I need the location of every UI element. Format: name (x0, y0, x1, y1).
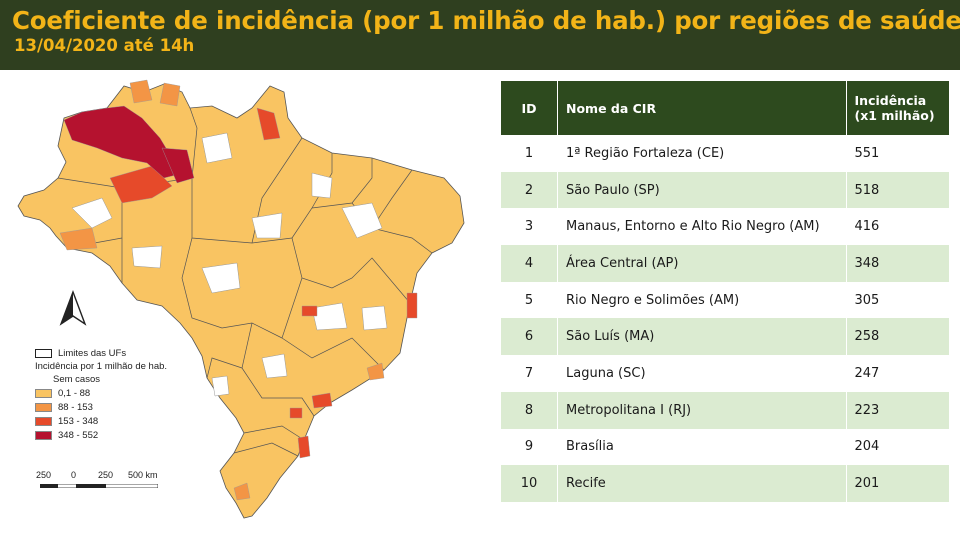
no-case-regions (71, 132, 388, 397)
brazil-map (17, 79, 465, 519)
legend-item-2: 88 - 153 (35, 400, 167, 414)
mid-incidence-regions (59, 79, 385, 501)
cell-name: Rio Negro e Solimões (AM) (557, 281, 847, 319)
cell-value: 223 (846, 391, 949, 429)
col-header-incidence-line2: (x1 milhão) (854, 108, 935, 123)
legend-item-label: 88 - 153 (58, 401, 93, 413)
scale-label: 500 km (128, 470, 158, 480)
page-title: Coeficiente de incidência (por 1 milhão … (12, 6, 960, 35)
col-header-name: Nome da CIR (557, 81, 847, 135)
legend-swatch (35, 402, 52, 412)
col-header-incidence: Incidência (x1 milhão) (846, 81, 949, 135)
legend-item-label: 0,1 - 88 (58, 387, 91, 399)
north-arrow-icon (59, 290, 87, 326)
cell-name: Manaus, Entorno e Alto Rio Negro (AM) (557, 208, 847, 246)
cell-value: 518 (846, 171, 949, 209)
boundary-swatch (35, 348, 52, 358)
table-row: 3 Manaus, Entorno e Alto Rio Negro (AM) … (501, 208, 949, 246)
cell-value: 201 (846, 465, 949, 502)
scale-label: 250 (98, 470, 114, 480)
legend-title: Incidência por 1 milhão de hab. (35, 361, 168, 372)
cell-id: 4 (501, 245, 558, 282)
cell-id: 10 (501, 465, 558, 502)
scale-label: 250 (36, 470, 52, 480)
cell-id: 9 (501, 428, 558, 466)
legend-item-4: 348 - 552 (35, 428, 167, 442)
legend-swatch (35, 430, 52, 440)
cell-name: Laguna (SC) (557, 355, 847, 392)
table-row: 5 Rio Negro e Solimões (AM) 305 (501, 281, 949, 319)
table-row: 2 São Paulo (SP) 518 (501, 171, 949, 209)
cir-table: ID Nome da CIR Incidência (x1 milhão) 1 … (501, 81, 949, 502)
cell-name: Área Central (AP) (557, 245, 847, 282)
cell-value: 551 (846, 135, 949, 172)
col-header-id: ID (501, 81, 558, 135)
cell-name: 1ª Região Fortaleza (CE) (557, 135, 847, 172)
legend-item-label: 348 - 552 (58, 429, 99, 441)
cell-value: 305 (846, 281, 949, 319)
table-row: 4 Área Central (AP) 348 (501, 245, 949, 282)
legend-item-label: 153 - 348 (58, 415, 99, 427)
highest-incidence-regions (63, 105, 195, 184)
cell-name: Brasília (557, 428, 847, 466)
legend-boundary-label: Limites das UFs (58, 347, 127, 359)
table-row: 10 Recife 201 (501, 465, 949, 502)
cell-id: 1 (501, 135, 558, 172)
header-bar: Coeficiente de incidência (por 1 milhão … (0, 0, 960, 70)
cell-id: 6 (501, 318, 558, 356)
cell-value: 258 (846, 318, 949, 356)
state-boundaries (57, 107, 433, 457)
table-header-row: ID Nome da CIR Incidência (x1 milhão) (501, 81, 949, 135)
table-row: 9 Brasília 204 (501, 428, 949, 466)
map-legend: Limites das UFs Incidência por 1 milhão … (35, 346, 167, 442)
table-row: 7 Laguna (SC) 247 (501, 355, 949, 392)
legend-swatch (35, 388, 52, 398)
cell-name: Metropolitana I (RJ) (557, 391, 847, 429)
cell-id: 2 (501, 171, 558, 209)
cell-value: 247 (846, 355, 949, 392)
cell-id: 5 (501, 281, 558, 319)
scale-label: 0 (71, 470, 77, 480)
legend-item-3: 153 - 348 (35, 414, 167, 428)
cell-value: 204 (846, 428, 949, 466)
cell-id: 7 (501, 355, 558, 392)
legend-boundary: Limites das UFs (35, 346, 167, 360)
cell-name: São Paulo (SP) (557, 171, 847, 209)
cell-name: São Luís (MA) (557, 318, 847, 356)
high-incidence-regions (109, 107, 418, 459)
cell-value: 416 (846, 208, 949, 246)
page-subtitle: 13/04/2020 até 14h (14, 36, 195, 55)
legend-swatch (35, 416, 52, 426)
col-header-incidence-line1: Incidência (854, 93, 927, 108)
cell-name: Recife (557, 465, 847, 502)
legend-item-no-cases: Sem casos (53, 374, 100, 385)
scale-bar-graphic (40, 484, 158, 488)
cell-id: 3 (501, 208, 558, 246)
legend-item-1: 0,1 - 88 (35, 386, 167, 400)
cell-id: 8 (501, 391, 558, 429)
table-row: 1 1ª Região Fortaleza (CE) 551 (501, 135, 949, 172)
table-row: 6 São Luís (MA) 258 (501, 318, 949, 356)
cell-value: 348 (846, 245, 949, 282)
table-row: 8 Metropolitana I (RJ) 223 (501, 391, 949, 429)
